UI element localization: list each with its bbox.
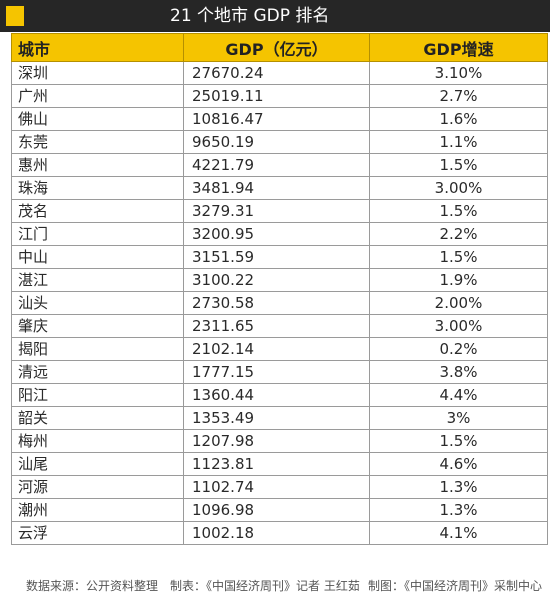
- cell-growth: 1.5%: [369, 245, 548, 269]
- table-row: 韶关 1353.49 3%: [11, 406, 548, 430]
- table-row: 湛江 3100.22 1.9%: [11, 268, 548, 292]
- cell-gdp: 2730.58: [183, 291, 370, 315]
- cell-city: 珠海: [11, 176, 184, 200]
- table-row: 深圳 27670.24 3.10%: [11, 61, 548, 85]
- header-growth: GDP增速: [369, 33, 548, 62]
- table-row: 潮州 1096.98 1.3%: [11, 498, 548, 522]
- cell-gdp: 2311.65: [183, 314, 370, 338]
- table-row: 汕尾 1123.81 4.6%: [11, 452, 548, 476]
- cell-gdp: 10816.47: [183, 107, 370, 131]
- footer-chart-maker: 制图：《中国经济周刊》采制中心: [368, 579, 543, 593]
- footer-table-maker: 制表：《中国经济周刊》记者 王红茹: [170, 579, 360, 593]
- cell-gdp: 27670.24: [183, 61, 370, 85]
- cell-gdp: 3200.95: [183, 222, 370, 246]
- cell-gdp: 1002.18: [183, 521, 370, 545]
- table-row: 肇庆 2311.65 3.00%: [11, 314, 548, 338]
- cell-city: 潮州: [11, 498, 184, 522]
- table-row: 汕头 2730.58 2.00%: [11, 291, 548, 315]
- table-row: 梅州 1207.98 1.5%: [11, 429, 548, 453]
- cell-growth: 1.5%: [369, 429, 548, 453]
- cell-gdp: 1360.44: [183, 383, 370, 407]
- header-city: 城市: [11, 33, 184, 62]
- cell-growth: 4.4%: [369, 383, 548, 407]
- cell-growth: 3.8%: [369, 360, 548, 384]
- title-accent-block: [6, 6, 24, 26]
- cell-growth: 3.10%: [369, 61, 548, 85]
- table-row: 清远 1777.15 3.8%: [11, 360, 548, 384]
- cell-gdp: 1207.98: [183, 429, 370, 453]
- page-title: 21 个地市 GDP 排名: [170, 6, 330, 26]
- cell-city: 梅州: [11, 429, 184, 453]
- cell-growth: 0.2%: [369, 337, 548, 361]
- cell-gdp: 3481.94: [183, 176, 370, 200]
- cell-gdp: 1353.49: [183, 406, 370, 430]
- cell-gdp: 3151.59: [183, 245, 370, 269]
- cell-city: 阳江: [11, 383, 184, 407]
- cell-city: 清远: [11, 360, 184, 384]
- cell-city: 惠州: [11, 153, 184, 177]
- table-row: 广州 25019.11 2.7%: [11, 84, 548, 108]
- cell-growth: 1.5%: [369, 153, 548, 177]
- cell-growth: 1.3%: [369, 475, 548, 499]
- cell-gdp: 3100.22: [183, 268, 370, 292]
- cell-city: 韶关: [11, 406, 184, 430]
- table-row: 东莞 9650.19 1.1%: [11, 130, 548, 154]
- cell-growth: 3.00%: [369, 176, 548, 200]
- cell-city: 深圳: [11, 61, 184, 85]
- table-row: 河源 1102.74 1.3%: [11, 475, 548, 499]
- header-gdp: GDP（亿元）: [183, 33, 370, 62]
- title-bar: 21 个地市 GDP 排名: [0, 0, 550, 32]
- cell-growth: 2.2%: [369, 222, 548, 246]
- cell-growth: 2.00%: [369, 291, 548, 315]
- cell-growth: 1.5%: [369, 199, 548, 223]
- table-header-row: 城市 GDP（亿元） GDP增速: [11, 33, 548, 62]
- cell-growth: 3.00%: [369, 314, 548, 338]
- cell-city: 广州: [11, 84, 184, 108]
- cell-gdp: 1102.74: [183, 475, 370, 499]
- table-row: 云浮 1002.18 4.1%: [11, 521, 548, 545]
- cell-growth: 4.6%: [369, 452, 548, 476]
- gdp-table: 城市 GDP（亿元） GDP增速 深圳 27670.24 3.10% 广州 25019.…: [11, 33, 548, 545]
- cell-city: 中山: [11, 245, 184, 269]
- cell-city: 河源: [11, 475, 184, 499]
- cell-growth: 1.1%: [369, 130, 548, 154]
- cell-gdp: 3279.31: [183, 199, 370, 223]
- cell-gdp: 25019.11: [183, 84, 370, 108]
- table-row: 珠海 3481.94 3.00%: [11, 176, 548, 200]
- cell-city: 汕尾: [11, 452, 184, 476]
- cell-gdp: 1777.15: [183, 360, 370, 384]
- table-row: 揭阳 2102.14 0.2%: [11, 337, 548, 361]
- cell-city: 佛山: [11, 107, 184, 131]
- footer-credits: 数据来源：公开资料整理 制表：《中国经济周刊》记者 王红茹 制图：《中国经济周刊…: [0, 575, 550, 597]
- cell-gdp: 1096.98: [183, 498, 370, 522]
- table-row: 佛山 10816.47 1.6%: [11, 107, 548, 131]
- cell-growth: 1.3%: [369, 498, 548, 522]
- cell-city: 汕头: [11, 291, 184, 315]
- cell-gdp: 4221.79: [183, 153, 370, 177]
- cell-city: 云浮: [11, 521, 184, 545]
- cell-city: 茂名: [11, 199, 184, 223]
- cell-city: 肇庆: [11, 314, 184, 338]
- cell-growth: 1.9%: [369, 268, 548, 292]
- table-row: 中山 3151.59 1.5%: [11, 245, 548, 269]
- table-body: 深圳 27670.24 3.10% 广州 25019.11 2.7% 佛山 10816.47 1…: [11, 61, 548, 545]
- table-row: 江门 3200.95 2.2%: [11, 222, 548, 246]
- cell-city: 湛江: [11, 268, 184, 292]
- footer-source: 数据来源：公开资料整理: [26, 579, 159, 593]
- cell-gdp: 2102.14: [183, 337, 370, 361]
- cell-city: 东莞: [11, 130, 184, 154]
- table-row: 阳江 1360.44 4.4%: [11, 383, 548, 407]
- cell-gdp: 1123.81: [183, 452, 370, 476]
- cell-growth: 1.6%: [369, 107, 548, 131]
- cell-gdp: 9650.19: [183, 130, 370, 154]
- cell-growth: 3%: [369, 406, 548, 430]
- table-row: 惠州 4221.79 1.5%: [11, 153, 548, 177]
- cell-city: 揭阳: [11, 337, 184, 361]
- cell-growth: 4.1%: [369, 521, 548, 545]
- cell-city: 江门: [11, 222, 184, 246]
- table-row: 茂名 3279.31 1.5%: [11, 199, 548, 223]
- cell-growth: 2.7%: [369, 84, 548, 108]
